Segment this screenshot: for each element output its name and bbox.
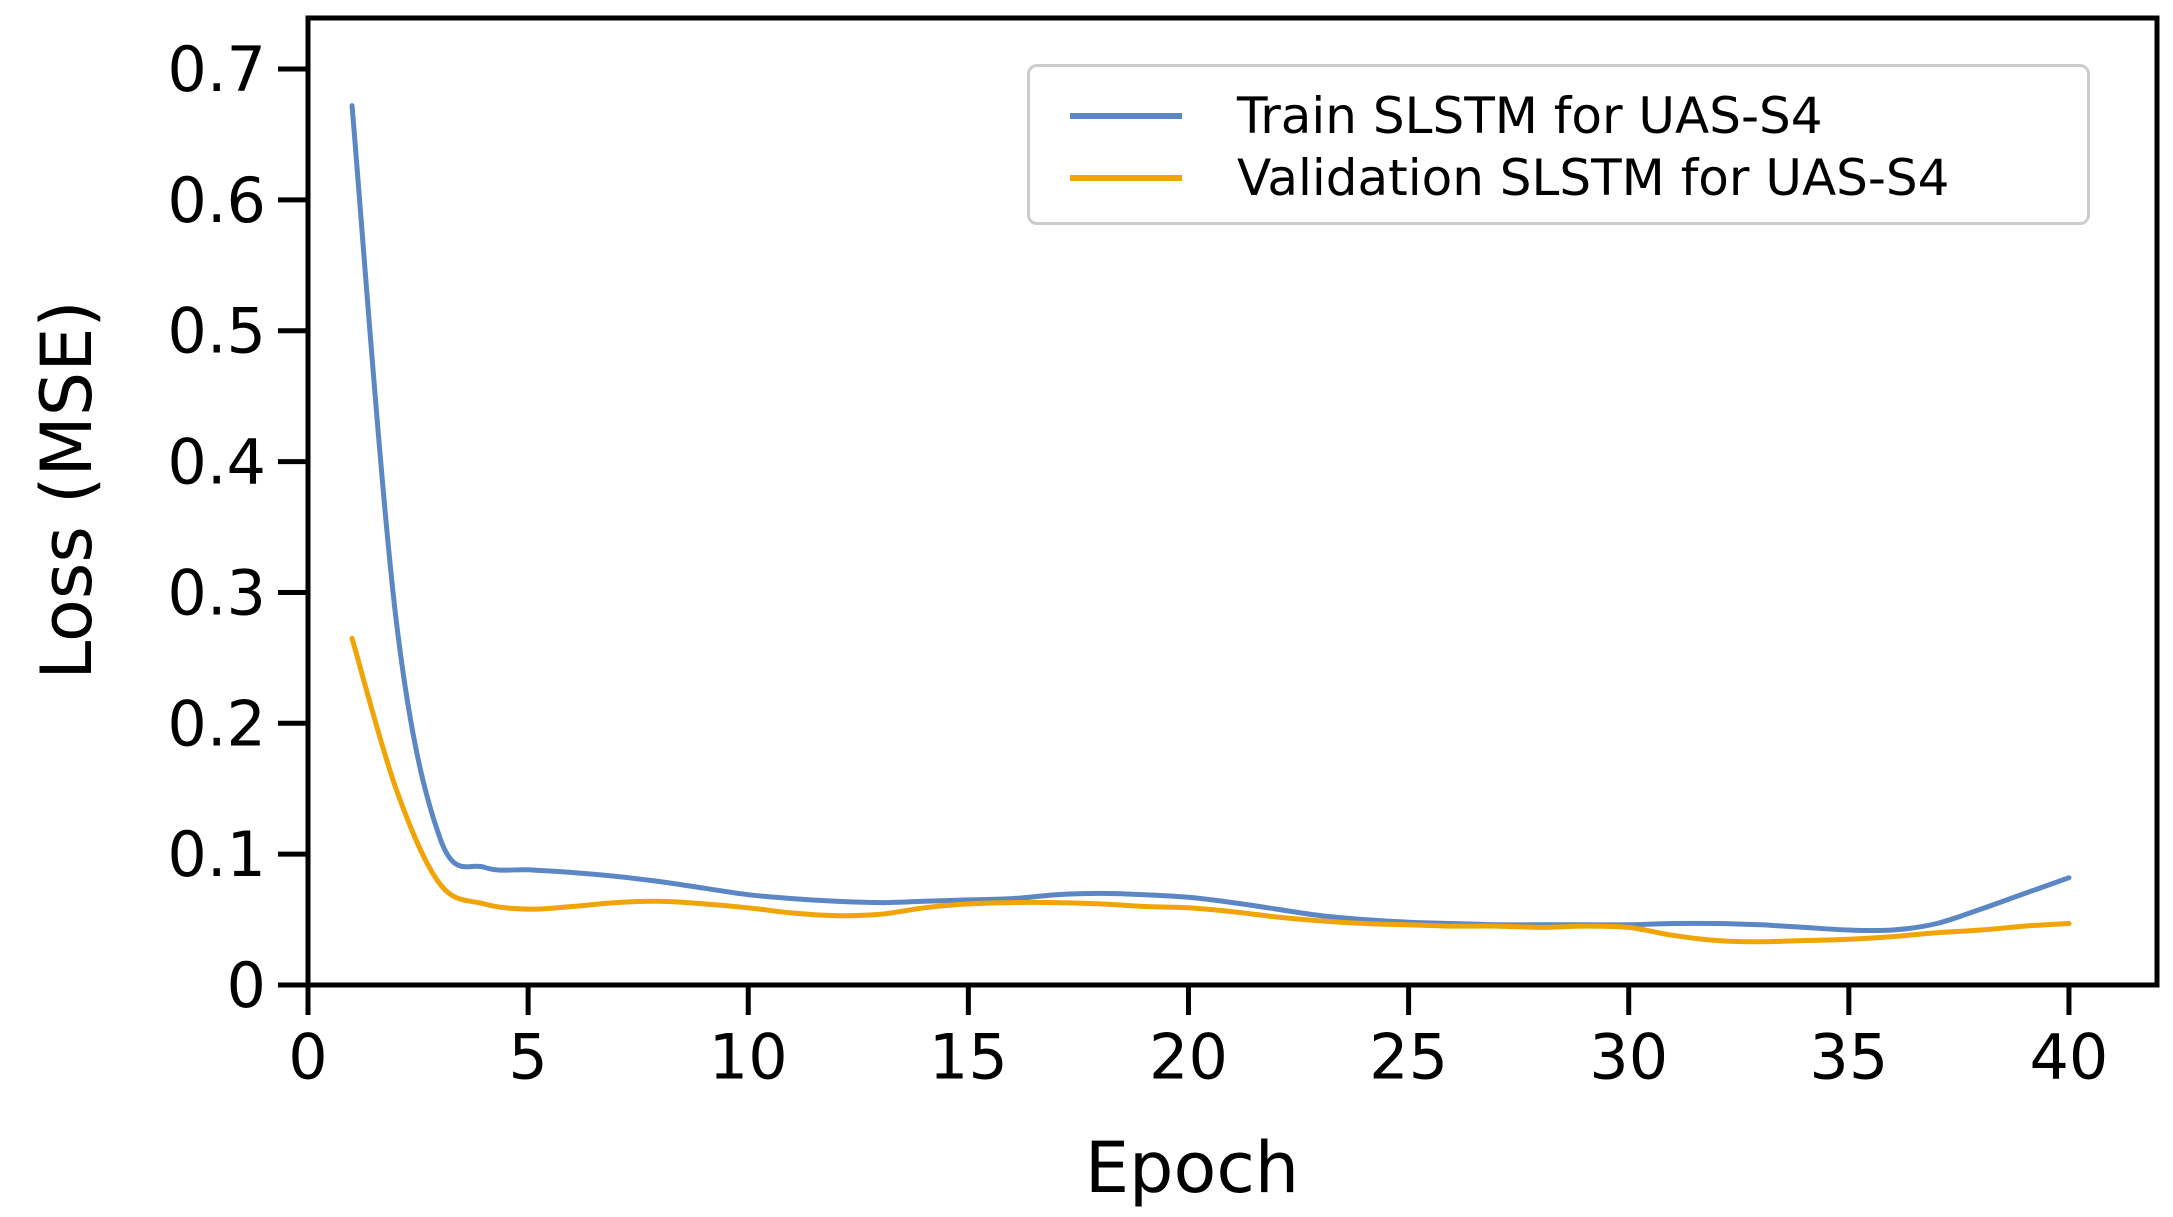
legend-item-train: Train SLSTM for UAS-S4: [1030, 85, 2087, 147]
y-tick-label: 0.7: [167, 33, 266, 106]
y-tick-label: 0: [227, 949, 266, 1022]
x-axis-label: Epoch: [1084, 1127, 1300, 1209]
x-tick-label: 25: [1369, 1020, 1448, 1093]
train-line-swatch-icon: [1070, 113, 1182, 119]
legend-label-validation: Validation SLSTM for UAS-S4: [1237, 149, 1950, 207]
train-loss-line: [349, 103, 2072, 934]
y-tick-label: 0.3: [167, 556, 266, 629]
y-tick-label: 0.1: [167, 818, 266, 891]
validation-line-swatch-icon: [1070, 175, 1182, 181]
y-tick-label: 0.6: [167, 164, 266, 237]
x-tick-label: 10: [709, 1020, 788, 1093]
y-axis-label: Loss (MSE): [26, 300, 108, 680]
validation-loss-line: [349, 635, 2072, 945]
x-tick-label: 30: [1589, 1020, 1668, 1093]
x-tick-label: 40: [2029, 1020, 2108, 1093]
plot-frame: [305, 15, 2160, 988]
x-tick-label: 20: [1149, 1020, 1228, 1093]
x-tick-label: 0: [288, 1020, 327, 1093]
y-tick-label: 0.5: [167, 295, 266, 368]
y-tick-label: 0.2: [167, 687, 266, 760]
x-tick-label: 5: [508, 1020, 547, 1093]
legend: Train SLSTM for UAS-S4 Validation SLSTM …: [1027, 64, 2090, 225]
x-tick-label: 35: [1809, 1020, 1888, 1093]
legend-item-validation: Validation SLSTM for UAS-S4: [1030, 147, 2087, 209]
y-tick-label: 0.4: [167, 426, 266, 499]
x-tick-label: 15: [929, 1020, 1008, 1093]
legend-label-train: Train SLSTM for UAS-S4: [1237, 87, 1823, 145]
